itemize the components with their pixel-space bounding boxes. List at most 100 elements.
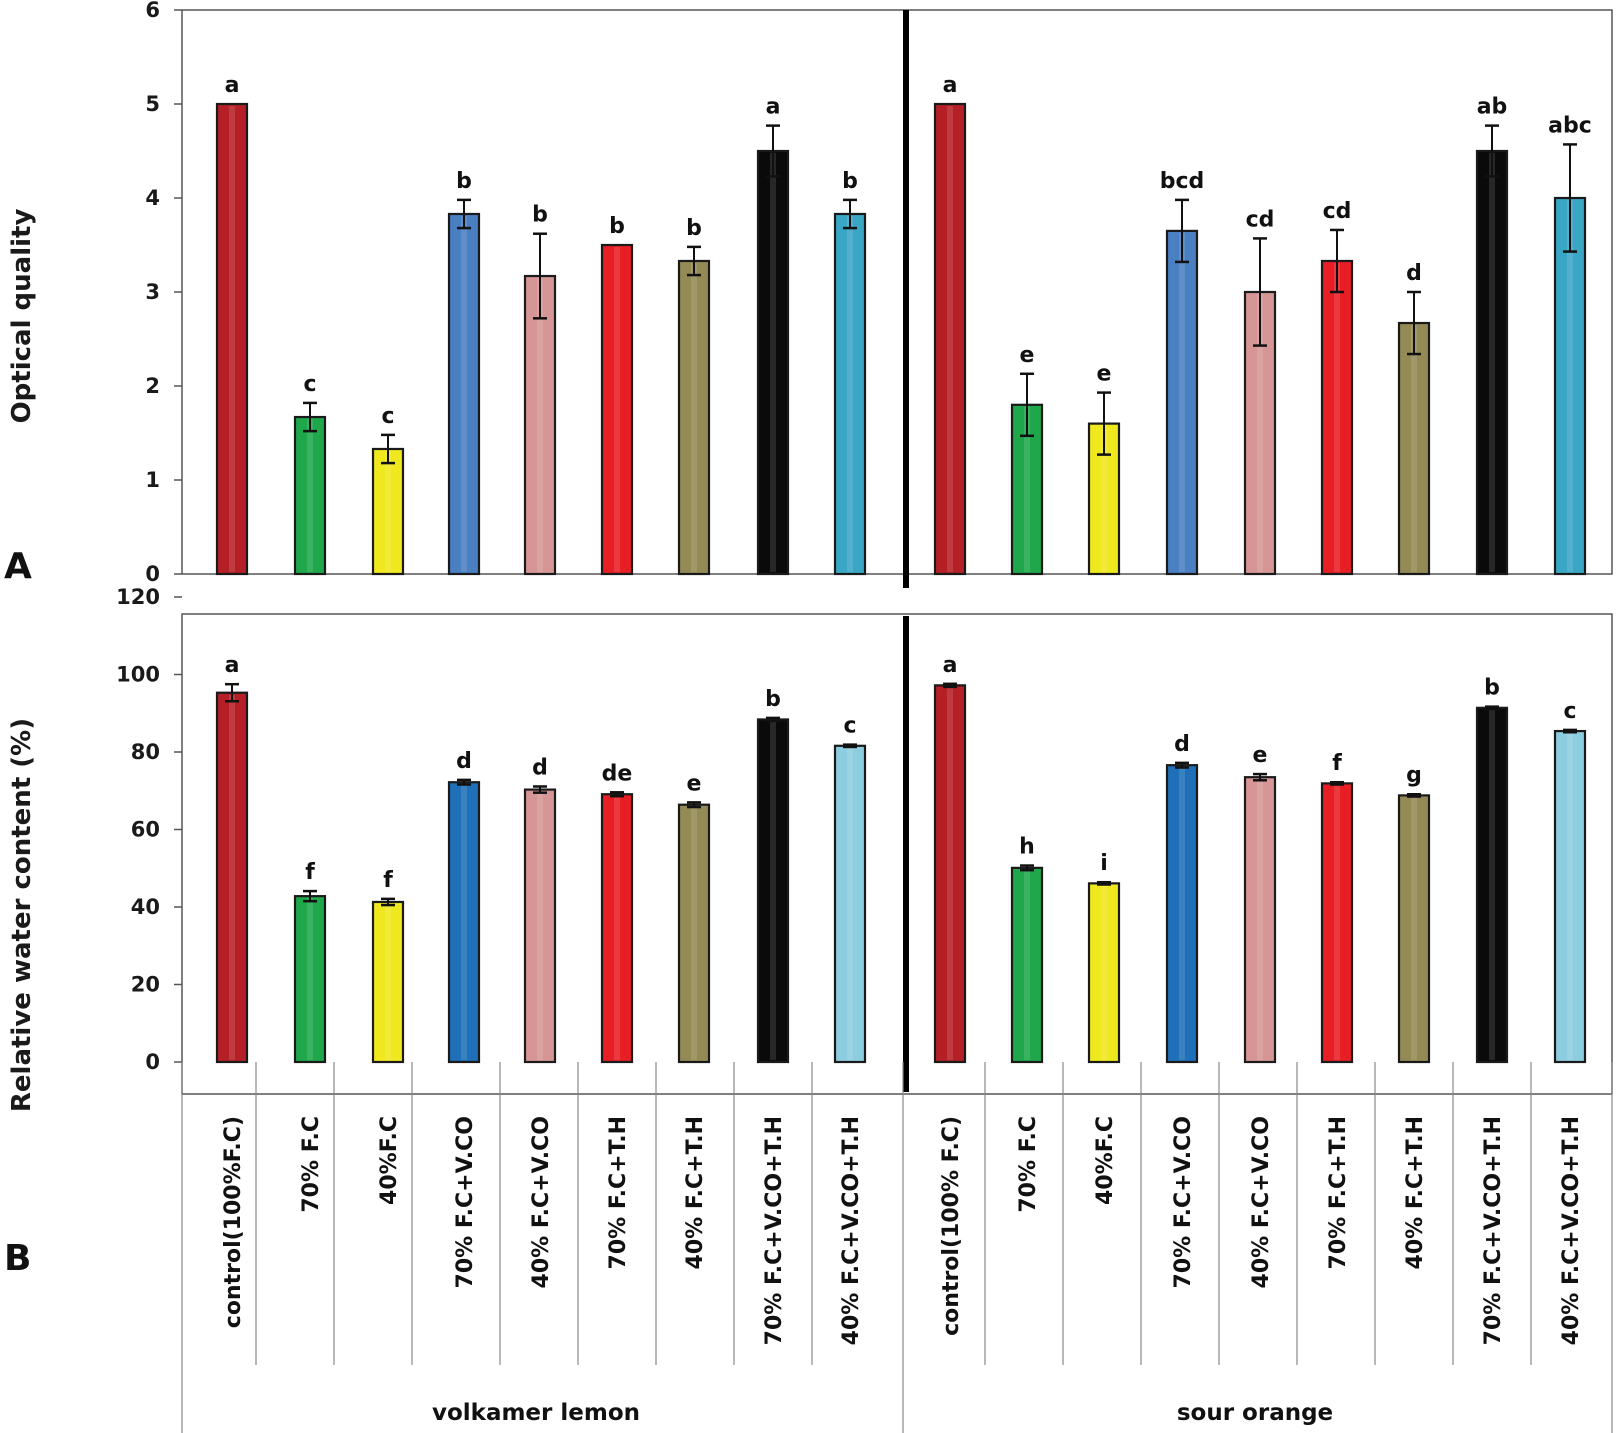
category-label: 70% F.C+T.H [606, 1116, 631, 1269]
y-tick-label: 20 [131, 973, 160, 997]
bar [1553, 196, 1587, 576]
significance-letter: b [609, 214, 625, 239]
significance-letter: a [766, 95, 781, 120]
category-label: 40% F.C+T.H [683, 1116, 708, 1269]
bar-highlight [1567, 733, 1573, 1060]
significance-letter: i [1100, 851, 1108, 876]
bar-highlight [947, 687, 953, 1060]
y-tick-label: 3 [145, 280, 160, 304]
bar [1320, 259, 1354, 576]
significance-letter: e [687, 771, 702, 796]
category-label: 70% F.C+T.H [1326, 1116, 1351, 1269]
bar [215, 691, 249, 1064]
category-label: 70% F.C [299, 1116, 324, 1213]
bar-highlight [461, 215, 467, 573]
significance-letter: d [1174, 732, 1190, 757]
bar-highlight [461, 784, 467, 1060]
y-tick-label: 80 [131, 740, 160, 764]
bar-highlight [1179, 767, 1185, 1060]
bar [1320, 782, 1354, 1064]
bar-highlight [847, 215, 853, 573]
significance-letter: e [1020, 343, 1035, 368]
panel-b-frame [181, 613, 1613, 1095]
bar-highlight [537, 791, 543, 1060]
bar-highlight [1257, 779, 1263, 1060]
bar-highlight [1334, 785, 1340, 1060]
bar-highlight [1489, 153, 1495, 572]
y-tick-label: 5 [145, 92, 160, 116]
y-tick-label: 2 [145, 374, 160, 398]
bar-highlight [770, 721, 776, 1060]
significance-letter: a [943, 73, 958, 98]
significance-letter: d [1406, 261, 1422, 286]
significance-letter: c [381, 404, 394, 429]
category-label: 40% F.C+T.H [1403, 1116, 1428, 1269]
category-label: 40% F.C+V.CO [1249, 1116, 1274, 1288]
significance-letter: d [532, 755, 548, 780]
significance-letter: c [843, 714, 856, 739]
bar [293, 415, 327, 576]
y-tick-label: 40 [131, 895, 160, 919]
panel-b-group-divider [903, 616, 909, 1092]
group-label-volkamer-lemon: volkamer lemon [432, 1400, 640, 1426]
panel-b-y-ticks: 0 20 40 60 80 100 120 [116, 585, 182, 1074]
significance-letter: f [383, 868, 393, 893]
significance-letter: abc [1548, 113, 1592, 138]
category-label: control(100% F.C) [939, 1116, 964, 1336]
significance-letter: b [532, 203, 548, 228]
category-label: 70% F.C+V.CO+T.H [762, 1116, 787, 1345]
bar-highlight [1101, 425, 1107, 572]
significance-letter: cd [1323, 199, 1352, 224]
bar-highlight [229, 694, 235, 1060]
category-label: 70% F.C+V.CO+T.H [1481, 1116, 1506, 1345]
bar-highlight [614, 796, 620, 1060]
panel-b-label: B [4, 1238, 31, 1279]
panel-a-group-divider [903, 10, 909, 588]
bar-highlight [614, 247, 620, 572]
bar-highlight [537, 278, 543, 572]
bar-highlight [1024, 869, 1030, 1060]
category-axis: control(100%F.C) 70% F.C 40%F.C 70% F.C+V.C… [181, 1062, 1613, 1433]
bar [1475, 706, 1509, 1064]
bar [756, 718, 790, 1064]
bar-highlight [1024, 406, 1030, 572]
y-tick-label: 0 [145, 562, 160, 586]
y-tick-label: 1 [145, 468, 160, 492]
bar [600, 243, 634, 576]
significance-letter: h [1019, 835, 1035, 860]
significance-letter: c [1563, 699, 1576, 724]
bar-highlight [947, 106, 953, 572]
bar [833, 212, 867, 576]
bar-highlight [691, 262, 697, 572]
panel-b-y-axis-label: Relative water content (%) [7, 718, 37, 1112]
bar [447, 212, 481, 576]
bar-highlight [691, 806, 697, 1060]
category-label: 70% F.C+V.CO [453, 1116, 478, 1288]
bar [933, 102, 967, 576]
bar-highlight [1334, 262, 1340, 572]
category-label: 40% F.C+V.CO [529, 1116, 554, 1288]
bar-highlight [307, 419, 313, 572]
bar-highlight [1489, 709, 1495, 1060]
significance-letter: b [456, 169, 472, 194]
bar [600, 793, 634, 1064]
bar-highlight [1179, 232, 1185, 572]
significance-letter: cd [1246, 207, 1275, 232]
y-tick-label: 0 [145, 1050, 160, 1074]
bar-highlight [1257, 294, 1263, 572]
bar-highlight [1411, 325, 1417, 572]
bar-highlight [1567, 200, 1573, 572]
y-tick-label: 6 [145, 0, 160, 22]
category-label: 40%F.C [1093, 1116, 1118, 1205]
category-label: 40%F.C [377, 1116, 402, 1205]
y-tick-label: 120 [116, 585, 160, 609]
bar [1165, 764, 1199, 1064]
significance-letter: a [225, 73, 240, 98]
significance-letter: e [1097, 362, 1112, 387]
significance-letter: f [305, 860, 315, 885]
bar-highlight [847, 747, 853, 1060]
